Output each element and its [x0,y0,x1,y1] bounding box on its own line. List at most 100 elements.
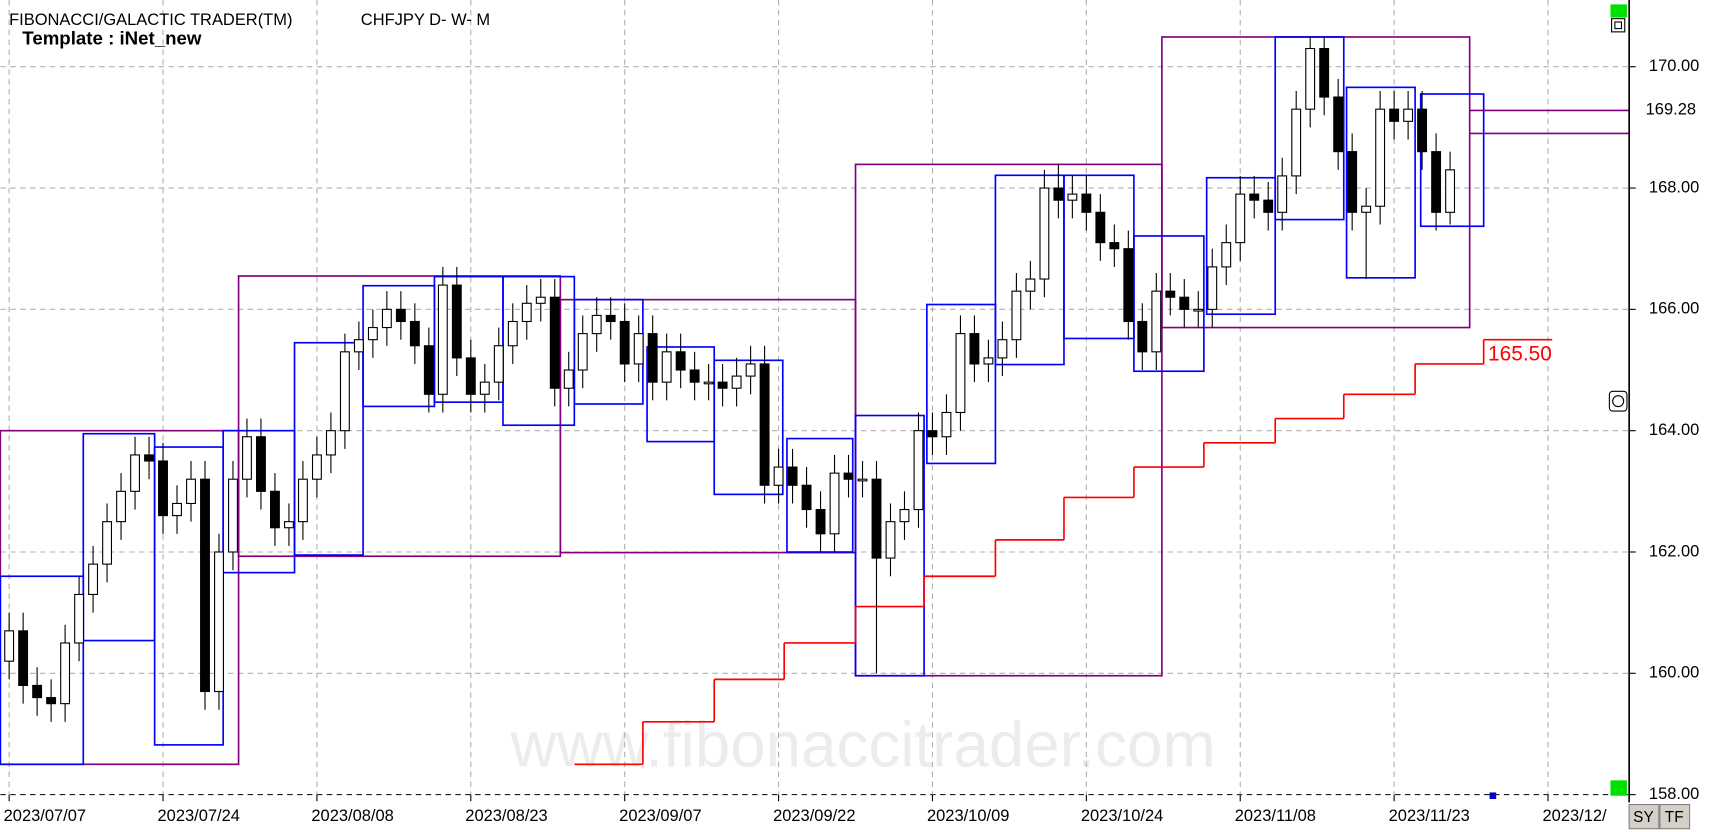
scroll-icon[interactable] [1608,390,1628,412]
candle-body [381,308,392,329]
y-tick-label: 164.00 [1649,421,1699,439]
candle-body [969,333,980,365]
x-tick-label: 2023/10/24 [1081,807,1163,825]
candle-body [172,502,182,517]
candle-body [535,296,546,304]
candle-body [913,430,924,511]
candle-body [1347,151,1358,213]
candle-body [1025,278,1036,292]
candle-body [843,472,854,480]
candle-body [200,478,210,693]
y-tick-label: 170.00 [1649,57,1699,75]
candle-body [130,454,140,492]
candle-body [1305,47,1316,110]
x-tick-label: 2023/09/22 [773,807,855,825]
candle-body [493,345,504,383]
candle-body [689,369,700,383]
candle-body [228,478,238,553]
candle-body [325,430,336,456]
candle-body [857,478,868,482]
weekly-box [0,575,85,766]
candle-body [1277,175,1288,213]
app-title: FIBONACCI/GALACTIC TRADER(TM) [9,11,292,29]
weekly-box [1345,86,1416,279]
candle-body [1067,193,1078,201]
candle-body [465,357,476,395]
candle-body [88,563,99,596]
x-tick-label: 2023/10/09 [927,807,1009,825]
candle-body [269,490,280,529]
candle-body [633,333,644,365]
candle-body [1263,199,1274,213]
candle-body [1375,108,1386,207]
candle-body [423,345,434,395]
corner-icon [1610,780,1627,796]
candle-body [74,593,85,644]
candle-body [717,381,728,389]
candle-body [605,314,616,323]
weekly-box [1205,176,1277,316]
weekly-box [926,303,997,465]
candle-body [479,381,490,395]
candle-body [871,478,882,559]
y-tick-label: 166.00 [1649,300,1699,318]
candle-body [283,521,294,529]
candle-body [759,363,770,486]
candle-body [1403,108,1414,122]
candle-body [1109,242,1120,250]
corner-icon [1610,4,1627,18]
candle-body [941,411,952,438]
step-label: 165.50 [1488,343,1552,366]
candle-body [1221,242,1232,268]
candle-body [983,357,994,365]
candle-body [186,478,196,505]
corner-icon [1614,21,1623,30]
candle-body [577,333,588,371]
corner-icon [1611,18,1626,33]
weekly-box [1274,36,1345,221]
x-tick-label: 2023/12/ [1543,807,1608,825]
candle-body [1417,108,1428,153]
candle-body [1179,296,1190,310]
candle-body [1151,290,1162,353]
candle-body [619,320,630,365]
candle-body [60,642,71,705]
candle-body [1291,108,1302,177]
candle-body [1333,96,1344,153]
weekly-box [786,437,854,553]
x-tick-label: 2023/08/23 [465,807,547,825]
candle-body [46,697,57,705]
weekly-box [1419,93,1485,228]
plot-area: www.fibonaccitrader.com 165.50 [0,0,1630,796]
candle-body [787,466,798,486]
button[interactable] [1659,803,1691,830]
candle-body [1011,290,1022,341]
candle-body [1249,193,1260,201]
current-marker [1489,792,1497,800]
candle-body [18,630,29,686]
y-tick-label: 168.00 [1649,178,1699,196]
weekly-box [293,341,364,556]
button[interactable] [1628,803,1660,830]
candle-body [451,284,462,359]
x-tick-label: 2023/08/08 [311,807,393,825]
button-label[interactable]: TF [1665,809,1684,826]
candle-body [801,484,812,511]
button-label[interactable]: SY [1633,809,1654,826]
candle-body [563,369,574,389]
candle-body [1207,266,1218,310]
candle-body [1361,205,1372,213]
candle-body [1319,47,1330,98]
candle-body [899,508,910,523]
candle-body [731,375,742,389]
candle-body [507,320,518,347]
candle-body [242,436,252,480]
candle-body [311,454,322,480]
candle-body [955,333,966,414]
candle-body [1081,193,1092,213]
candle-body [591,314,602,335]
candle-body [367,327,378,341]
y-tick-label: 158.00 [1649,785,1699,803]
candle-body [1095,211,1106,244]
